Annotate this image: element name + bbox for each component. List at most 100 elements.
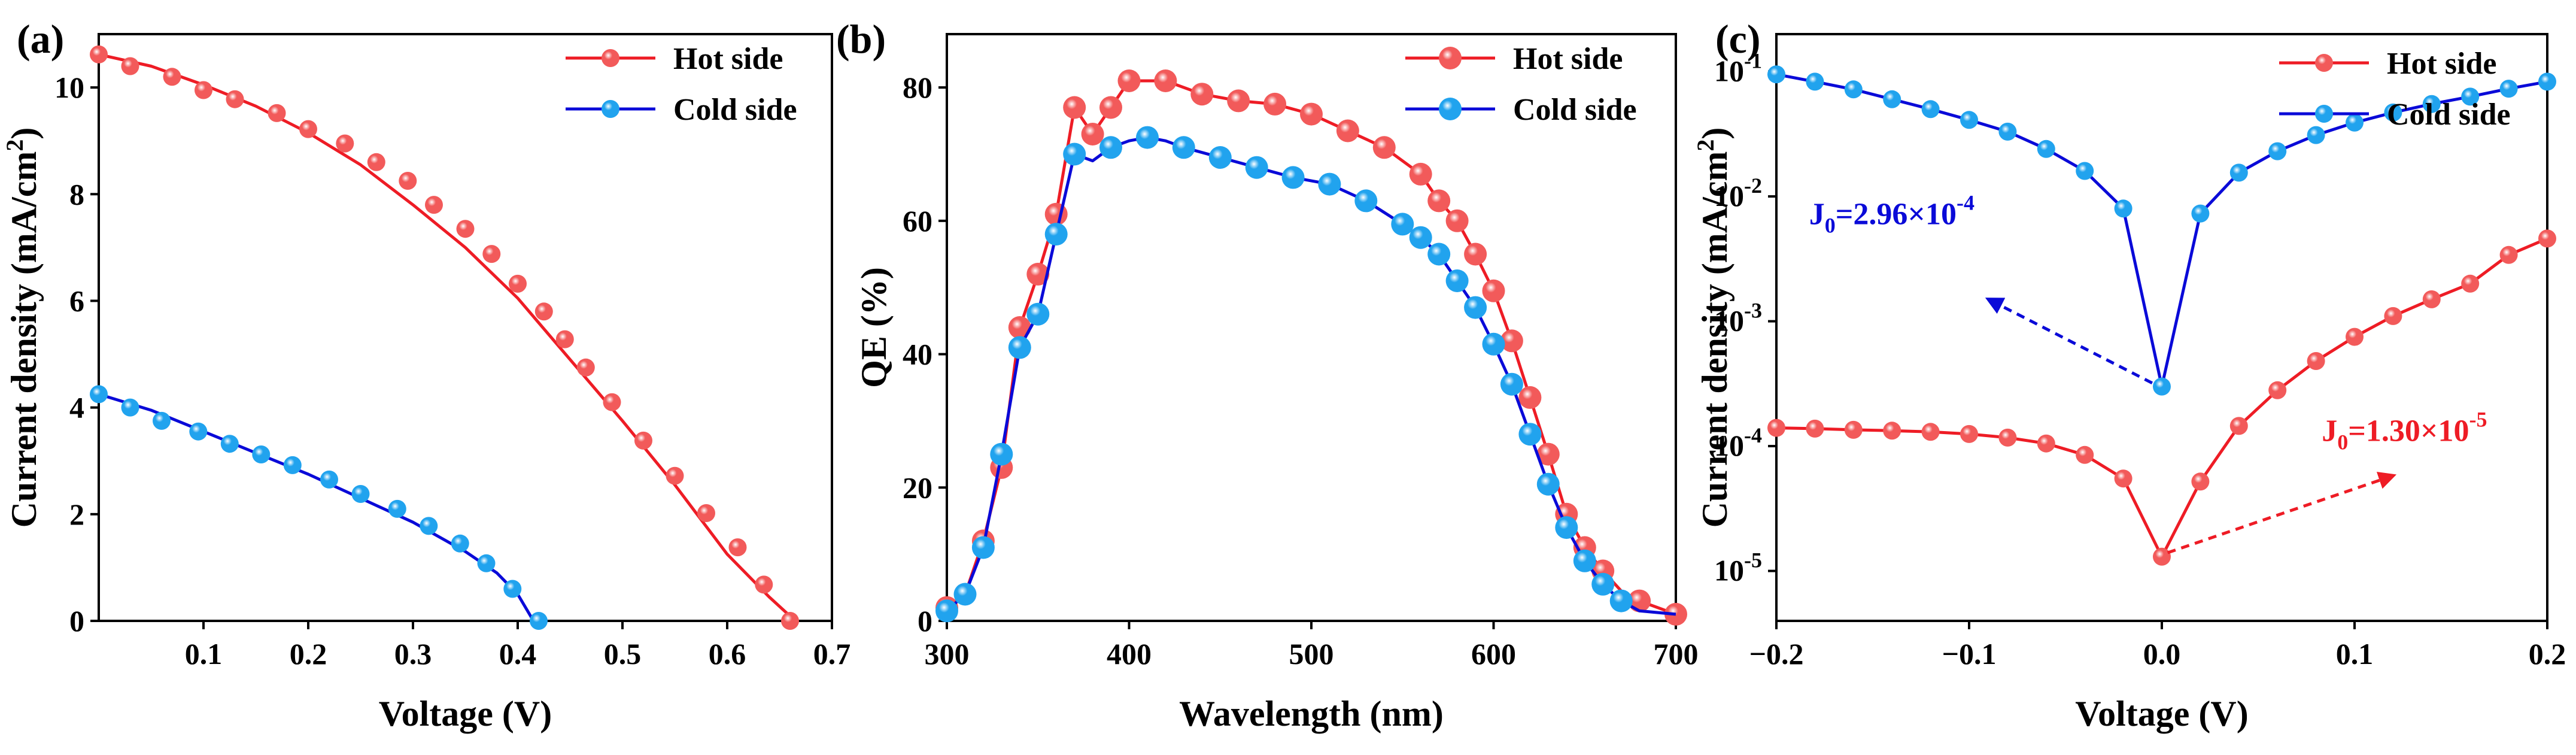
- data-point: [1573, 549, 1596, 572]
- data-point: [252, 445, 271, 463]
- data-point: [121, 57, 139, 75]
- y-tick-exponent: -3: [1744, 299, 1762, 323]
- data-point: [1960, 111, 1978, 129]
- data-point: [268, 104, 286, 122]
- y-axis-title: QE (%): [854, 267, 894, 388]
- y-tick-label: 10-1: [1714, 49, 1762, 88]
- x-tick-label: 0.6: [709, 637, 746, 671]
- data-point: [1117, 69, 1141, 92]
- data-point: [1099, 96, 1122, 119]
- data-point: [1190, 83, 1214, 106]
- data-point: [2307, 126, 2325, 144]
- annotation-subscript: 0: [2337, 430, 2348, 454]
- x-tick-label: 400: [1107, 637, 1152, 671]
- y-axis-title-main: Current density (mA/cm: [4, 151, 44, 528]
- annotation-label: J0=2.96×10-4: [1809, 190, 1974, 237]
- y-axis-title-sup: 2: [1692, 140, 1719, 151]
- x-axis-title: Voltage (V): [379, 694, 552, 733]
- y-tick-base: 10: [1714, 304, 1744, 338]
- annotation-exponent: -4: [1957, 190, 1974, 214]
- data-point: [420, 517, 438, 535]
- data-point: [1227, 89, 1250, 113]
- series-line: [1776, 237, 2548, 559]
- data-point: [2346, 328, 2364, 346]
- y-tick-exponent: -4: [1744, 423, 1762, 447]
- data-point: [1427, 189, 1451, 213]
- data-point: [153, 411, 171, 430]
- data-point: [1883, 422, 1901, 440]
- data-point: [482, 245, 501, 263]
- data-point: [1409, 162, 1432, 186]
- y-tick-label: 0: [918, 604, 932, 638]
- data-point: [2307, 352, 2325, 370]
- data-point: [1767, 65, 1785, 84]
- data-point: [2153, 547, 2171, 566]
- data-point: [2499, 245, 2518, 264]
- data-point: [1555, 516, 1578, 539]
- x-tick-label: 600: [1471, 637, 1516, 671]
- legend-marker: [602, 100, 619, 118]
- data-point: [2384, 307, 2402, 325]
- x-tick-label: 0.3: [394, 637, 432, 671]
- annotation-exponent: -5: [2469, 407, 2487, 431]
- y-tick-label: 8: [69, 177, 84, 211]
- data-point: [220, 435, 239, 453]
- series-cold: [90, 385, 548, 630]
- data-point: [666, 466, 684, 485]
- data-point: [1921, 423, 1940, 441]
- data-point: [1883, 90, 1901, 108]
- y-axis-title: Current density (mA/cm2): [1, 128, 44, 528]
- data-point: [1806, 419, 1824, 438]
- data-point: [1500, 372, 1523, 396]
- data-point: [1245, 156, 1268, 179]
- data-point: [226, 90, 244, 108]
- x-tick-label: −0.2: [1749, 637, 1804, 671]
- data-point: [2076, 162, 2094, 180]
- y-tick-base: 10: [1714, 179, 1744, 213]
- data-point: [1318, 172, 1341, 196]
- data-point: [1482, 279, 1505, 302]
- panel-label: (c): [1715, 16, 1760, 62]
- data-point: [2114, 199, 2133, 218]
- data-point: [1445, 269, 1469, 292]
- x-tick-label: 700: [1654, 637, 1699, 671]
- data-point: [971, 536, 995, 559]
- data-point: [530, 612, 548, 630]
- annotation-base: J: [2322, 414, 2337, 448]
- x-tick-label: 0.0: [2143, 637, 2181, 671]
- y-tick-label: 2: [69, 498, 84, 531]
- data-point: [163, 68, 181, 86]
- data-point: [2422, 95, 2441, 113]
- series-hot: [90, 45, 799, 630]
- series-hot: [1767, 229, 2556, 566]
- legend-label: Hot side: [673, 42, 783, 76]
- data-point: [1063, 142, 1086, 166]
- annotation-arrow: [1985, 298, 2153, 384]
- data-point: [2461, 274, 2480, 293]
- data-point: [1026, 262, 1050, 286]
- y-tick-label: 10-4: [1714, 423, 1762, 462]
- data-point: [1354, 189, 1378, 213]
- data-point: [1445, 209, 1469, 232]
- y-tick-exponent: -2: [1744, 174, 1762, 198]
- y-tick-label: 10-2: [1714, 174, 1762, 213]
- data-point: [1008, 336, 1031, 359]
- data-point: [990, 442, 1013, 466]
- data-point: [2037, 434, 2055, 453]
- y-tick-label: 10: [54, 71, 84, 104]
- y-tick-label: 10-3: [1714, 299, 1762, 338]
- data-point: [1464, 242, 1487, 266]
- data-point: [1767, 419, 1785, 437]
- data-point: [953, 583, 977, 606]
- data-point: [503, 580, 522, 598]
- y-tick-base: 10: [1714, 429, 1744, 462]
- data-point: [1136, 126, 1159, 149]
- y-tick-label: 0: [69, 604, 84, 638]
- data-point: [1500, 329, 1523, 353]
- y-tick-label: 10-5: [1714, 548, 1762, 587]
- data-point: [697, 504, 715, 522]
- panel-label: (a): [17, 16, 64, 62]
- data-point: [2499, 80, 2518, 98]
- data-point: [1263, 92, 1287, 116]
